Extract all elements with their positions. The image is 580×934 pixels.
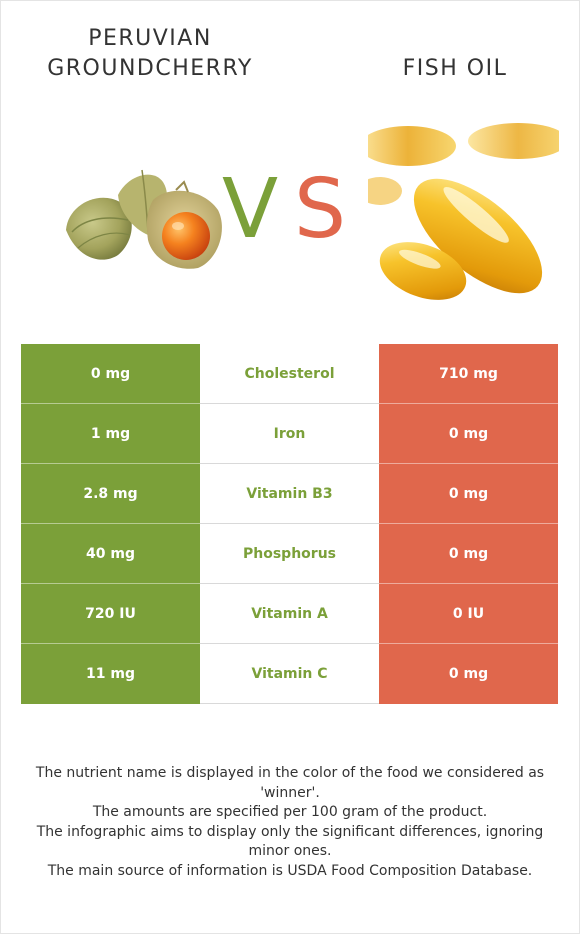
left-food-title-line-1: PERUVIAN bbox=[88, 26, 212, 51]
groundcherry-image bbox=[66, 169, 222, 269]
right-value: 0 mg bbox=[379, 644, 558, 704]
row-divider bbox=[21, 583, 200, 584]
row-divider bbox=[200, 403, 379, 404]
row-divider bbox=[200, 463, 379, 464]
right-value: 0 mg bbox=[379, 464, 558, 524]
left-value: 11 mg bbox=[21, 644, 200, 704]
table-row: 720 IU Vitamin A 0 IU bbox=[21, 584, 558, 644]
row-divider bbox=[379, 523, 558, 524]
footnote-amounts: The amounts are specified per 100 gram o… bbox=[92, 804, 488, 820]
left-value: 40 mg bbox=[21, 524, 200, 584]
table-row: 11 mg Vitamin C 0 mg bbox=[21, 644, 558, 704]
left-value: 720 IU bbox=[21, 584, 200, 644]
right-value: 0 mg bbox=[379, 524, 558, 584]
nutrient-name: Vitamin B3 bbox=[200, 464, 379, 524]
left-food-title-line-2: GROUNDCHERRY bbox=[47, 56, 253, 81]
vs-label: V S bbox=[220, 160, 360, 260]
table-row: 0 mg Cholesterol 710 mg bbox=[21, 344, 558, 404]
fish-oil-image bbox=[368, 121, 559, 320]
left-value: 2.8 mg bbox=[21, 464, 200, 524]
footnote-winner: The nutrient name is displayed in the co… bbox=[35, 765, 545, 801]
nutrient-name: Cholesterol bbox=[200, 344, 379, 404]
row-divider bbox=[200, 523, 379, 524]
nutrient-name: Vitamin C bbox=[200, 644, 379, 704]
footnote-aim: The infographic aims to display only the… bbox=[36, 823, 544, 860]
row-divider bbox=[379, 463, 558, 464]
right-value: 0 IU bbox=[379, 584, 558, 644]
row-divider bbox=[379, 643, 558, 644]
nutrient-name: Phosphorus bbox=[200, 524, 379, 584]
row-divider bbox=[21, 643, 200, 644]
table-row: 40 mg Phosphorus 0 mg bbox=[21, 524, 558, 584]
row-divider bbox=[21, 463, 200, 464]
footnote-source: The main source of information is USDA F… bbox=[47, 862, 533, 879]
left-value: 1 mg bbox=[21, 404, 200, 464]
footnotes: The nutrient name is displayed in the co… bbox=[20, 764, 560, 881]
row-divider bbox=[379, 403, 558, 404]
left-value: 0 mg bbox=[21, 344, 200, 404]
right-food-title: FISH OIL bbox=[402, 56, 508, 81]
vs-s-letter: S bbox=[294, 162, 347, 257]
vs-v-letter: V bbox=[222, 162, 279, 257]
nutrient-name: Vitamin A bbox=[200, 584, 379, 644]
row-divider bbox=[200, 583, 379, 584]
table-row: 1 mg Iron 0 mg bbox=[21, 404, 558, 464]
row-divider bbox=[21, 403, 200, 404]
row-divider bbox=[200, 643, 379, 644]
nutrient-name: Iron bbox=[200, 404, 379, 464]
right-value: 710 mg bbox=[379, 344, 558, 404]
row-divider bbox=[379, 583, 558, 584]
table-row: 2.8 mg Vitamin B3 0 mg bbox=[21, 464, 558, 524]
right-value: 0 mg bbox=[379, 404, 558, 464]
comparison-table: 0 mg Cholesterol 710 mg 1 mg Iron 0 mg 2… bbox=[21, 344, 558, 704]
row-divider bbox=[21, 523, 200, 524]
row-divider bbox=[200, 703, 379, 704]
left-food-title: PERUVIAN GROUNDCHERRY bbox=[30, 24, 270, 84]
